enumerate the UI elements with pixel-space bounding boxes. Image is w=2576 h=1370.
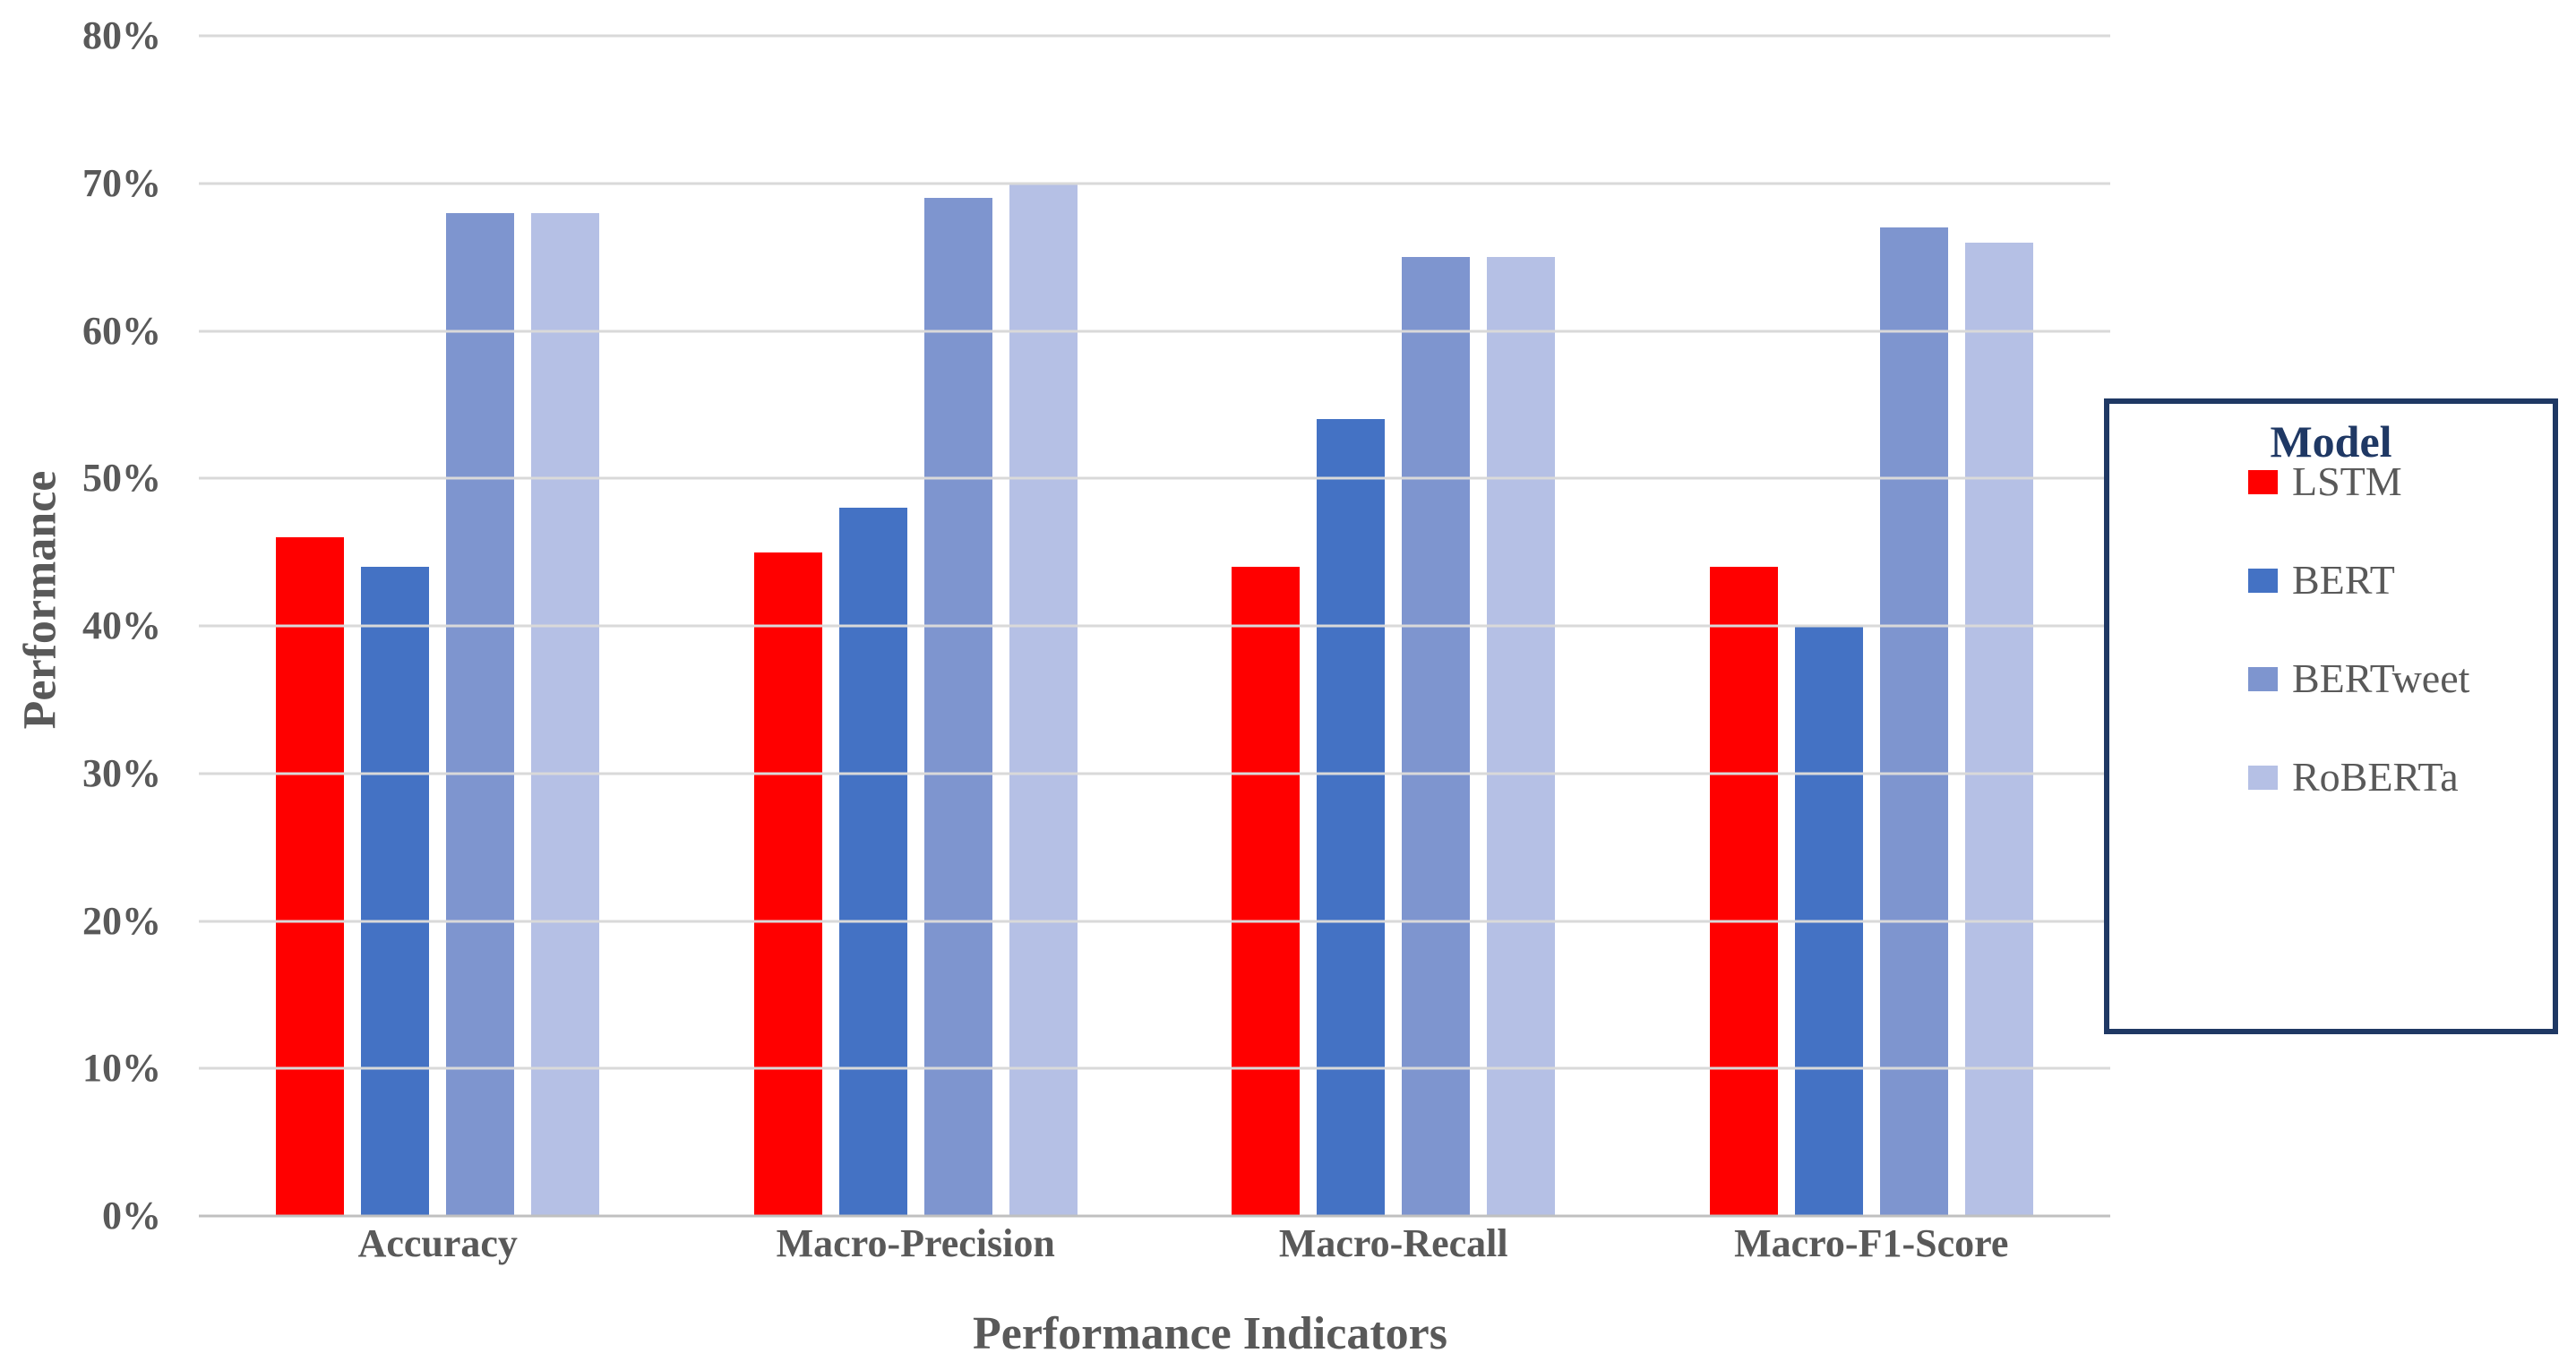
gridline-60% xyxy=(199,330,2110,332)
y-tick-label-50-: 50% xyxy=(82,456,161,501)
gridline-70% xyxy=(199,182,2110,185)
legend-item-bertweet: BERTweet xyxy=(2109,629,2553,728)
bar-bertweet-macro-recall xyxy=(1402,257,1471,1216)
bar-group-macro-precision xyxy=(677,36,1155,1216)
legend-item-lstm: LSTM xyxy=(2109,432,2553,531)
y-tick-label-10-: 10% xyxy=(82,1046,161,1091)
gridline-80% xyxy=(199,34,2110,38)
y-tick-label-70-: 70% xyxy=(82,160,161,205)
bar-lstm-macro-recall xyxy=(1232,567,1301,1216)
x-axis-category-labels: Accuracy Macro-Precision Macro-Recall Macro… xyxy=(199,1214,2110,1266)
legend-item-label: BERTweet xyxy=(2292,655,2470,701)
bar-bert-macro-precision xyxy=(838,508,907,1216)
legend: Model LSTM BERT BERTweet RoBERTa xyxy=(2104,398,2558,1034)
bar-group-macro-recall xyxy=(1155,36,1633,1216)
bar-roberta-accuracy xyxy=(531,212,600,1216)
gridline-30% xyxy=(199,772,2110,775)
bar-roberta-macro-recall xyxy=(1487,257,1556,1216)
x-category-label-macro-precision: Macro-Precision xyxy=(776,1221,1055,1265)
gridline-20% xyxy=(199,920,2110,922)
plot-area xyxy=(199,34,2110,1218)
legend-swatch-roberta xyxy=(2248,765,2278,790)
y-tick-label-20-: 20% xyxy=(82,898,161,943)
x-axis-title: Performance Indicators xyxy=(973,1308,1447,1359)
bar-group-macro-f1-score xyxy=(1633,36,2111,1216)
gridline-10% xyxy=(199,1066,2110,1070)
bar-lstm-macro-f1-score xyxy=(1709,567,1778,1216)
legend-item-label: RoBERTa xyxy=(2292,754,2459,800)
bar-bertweet-macro-f1-score xyxy=(1879,227,1948,1216)
bar-lstm-accuracy xyxy=(276,537,345,1216)
y-tick-label-30-: 30% xyxy=(82,750,161,795)
legend-swatch-bertweet xyxy=(2248,666,2278,691)
legend-item-label: LSTM xyxy=(2292,458,2402,504)
bar-groups xyxy=(199,36,2110,1216)
gridline-40% xyxy=(199,624,2110,628)
legend-item-label: BERT xyxy=(2292,557,2395,603)
legend-swatch-bert xyxy=(2248,568,2278,593)
bar-roberta-macro-f1-score xyxy=(1964,242,2033,1216)
bar-bertweet-macro-precision xyxy=(923,198,992,1216)
legend-swatch-lstm xyxy=(2248,469,2278,494)
bar-group-accuracy xyxy=(199,36,677,1216)
bar-bert-macro-recall xyxy=(1317,419,1386,1216)
x-category-label-accuracy: Accuracy xyxy=(357,1221,518,1265)
y-tick-label-0-: 0% xyxy=(102,1194,161,1237)
bar-roberta-macro-precision xyxy=(1009,183,1078,1216)
x-category-label-macro-recall: Macro-Recall xyxy=(1278,1221,1508,1265)
bar-lstm-macro-precision xyxy=(753,552,822,1216)
y-tick-label-80-: 80% xyxy=(82,13,161,57)
bar-bert-accuracy xyxy=(361,567,430,1216)
x-category-label-macro-f1-score: Macro-F1-Score xyxy=(1734,1221,2009,1265)
y-axis-title: Performance xyxy=(14,470,66,730)
legend-item-bert: BERT xyxy=(2109,531,2553,629)
y-tick-label-40-: 40% xyxy=(82,604,161,647)
legend-title: Model xyxy=(2270,416,2392,467)
legend-items: LSTM BERT BERTweet RoBERTa xyxy=(2109,432,2553,826)
y-tick-label-60-: 60% xyxy=(82,308,161,353)
x-axis-line xyxy=(199,1214,2110,1218)
legend-item-roberta: RoBERTa xyxy=(2109,728,2553,826)
gridline-50% xyxy=(199,476,2110,480)
bar-bertweet-accuracy xyxy=(446,212,515,1216)
